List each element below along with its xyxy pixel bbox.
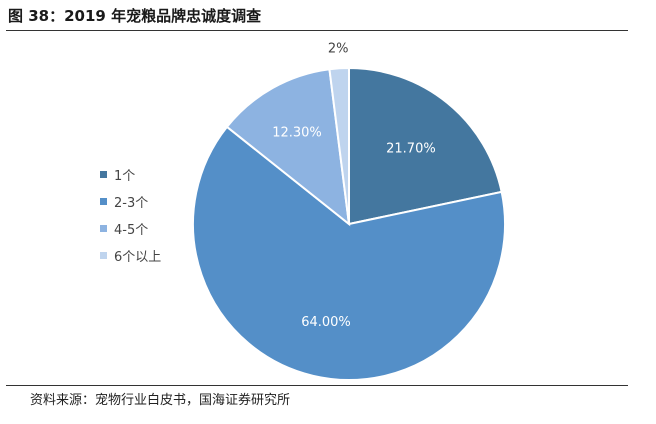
data-label-2-3: 64.00% [301, 315, 351, 330]
pie-slice-2-3 [192, 125, 506, 381]
legend-item-6-plus: 6个以上 [100, 242, 161, 269]
legend: 1个 2-3个 4-5个 6个以上 [100, 161, 161, 269]
figure-title: 图 38：2019 年宠粮品牌忠诚度调查 [8, 7, 262, 25]
legend-swatch-4-5 [100, 225, 107, 232]
data-label-1: 21.70% [386, 142, 436, 157]
bottom-rule [6, 385, 628, 386]
legend-swatch-2-3 [100, 198, 107, 205]
pie-slice-1 [348, 66, 503, 226]
top-rule [6, 30, 628, 31]
pie-slice-6-plus [328, 66, 350, 225]
legend-label-6-plus: 6个以上 [114, 250, 162, 265]
source-note: 资料来源：宠物行业白皮书，国海证券研究所 [30, 393, 291, 408]
legend-item-2-3: 2-3个 [100, 188, 161, 215]
legend-item-1: 1个 [100, 161, 161, 188]
pie-slice-4-5 [225, 68, 351, 227]
legend-item-4-5: 4-5个 [100, 215, 161, 242]
legend-swatch-6-plus [100, 252, 107, 259]
legend-swatch-1 [100, 171, 107, 178]
data-label-6-plus: 2% [328, 42, 349, 57]
data-label-4-5: 12.30% [272, 126, 322, 141]
legend-label-1: 1个 [114, 169, 136, 184]
legend-label-2-3: 2-3个 [114, 196, 149, 211]
legend-label-4-5: 4-5个 [114, 223, 149, 238]
